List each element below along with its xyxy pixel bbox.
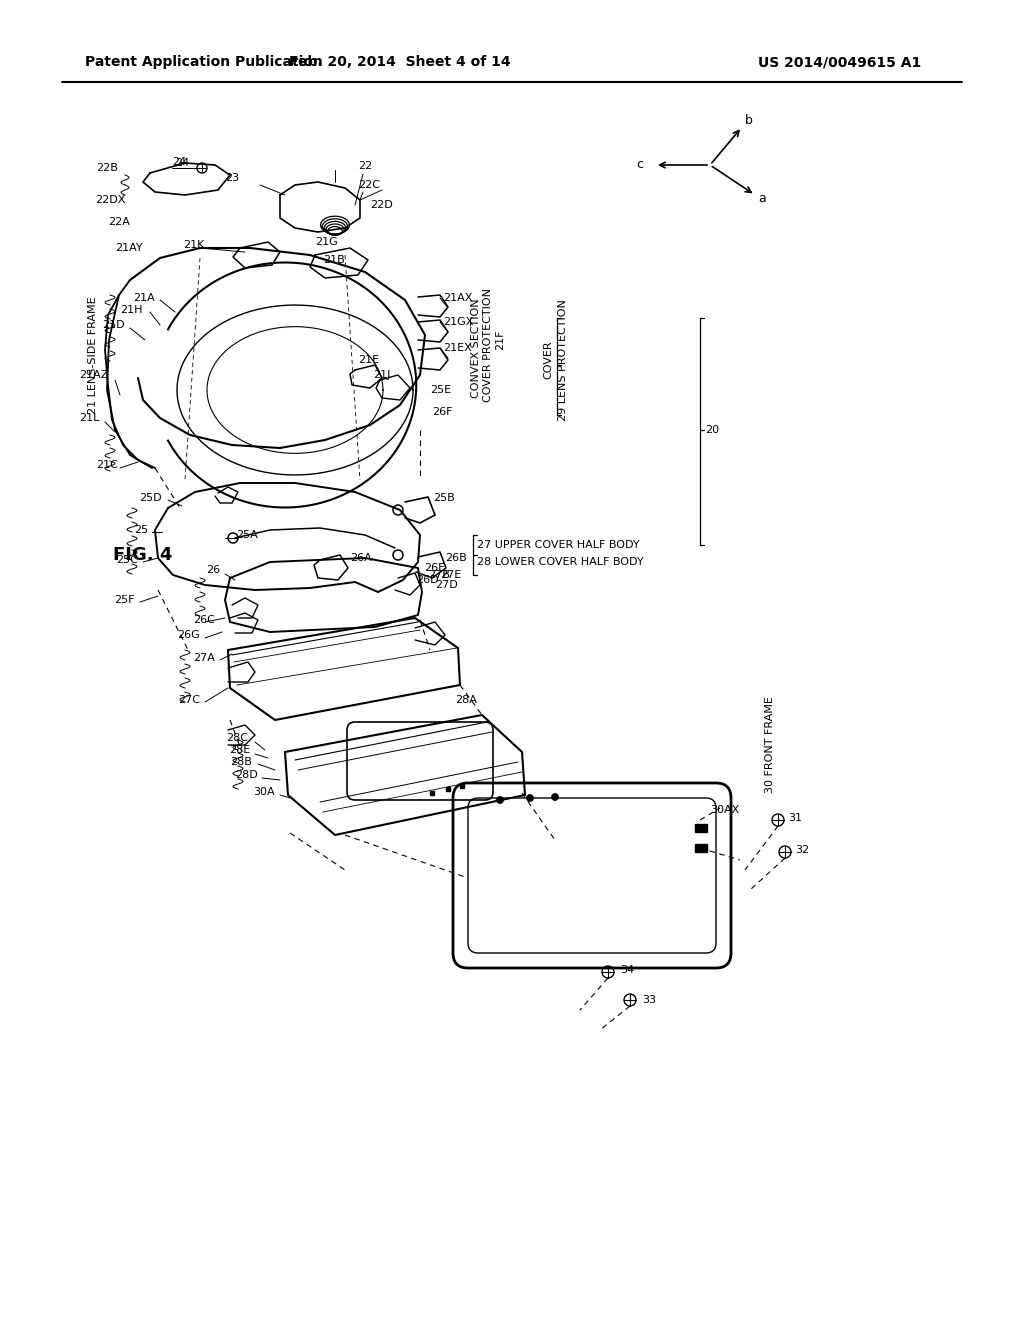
Text: 28D: 28D — [236, 770, 258, 780]
Text: 34: 34 — [620, 965, 634, 975]
Text: 26: 26 — [206, 565, 220, 576]
Text: 21EX: 21EX — [443, 343, 472, 352]
Text: 30AX: 30AX — [710, 805, 739, 814]
Text: FIG. 4: FIG. 4 — [113, 546, 172, 564]
Circle shape — [526, 795, 534, 801]
Text: 21AZ: 21AZ — [79, 370, 108, 380]
Circle shape — [497, 796, 504, 804]
Text: COVER: COVER — [543, 341, 553, 379]
Text: 23: 23 — [225, 173, 240, 183]
Text: 25A: 25A — [237, 531, 258, 540]
Text: 27A: 27A — [194, 653, 215, 663]
Text: US 2014/0049615 A1: US 2014/0049615 A1 — [759, 55, 922, 69]
Text: 28B: 28B — [230, 756, 252, 767]
Text: COVER PROTECTION: COVER PROTECTION — [483, 288, 493, 403]
Text: 21B: 21B — [323, 255, 345, 265]
Text: c: c — [637, 158, 643, 172]
Text: 25B: 25B — [433, 492, 455, 503]
Text: 27E: 27E — [440, 570, 461, 579]
Text: a: a — [758, 191, 766, 205]
Text: 27 UPPER COVER HALF BODY: 27 UPPER COVER HALF BODY — [477, 540, 640, 550]
Circle shape — [552, 793, 558, 800]
Text: 21F: 21F — [495, 330, 505, 350]
Text: 21 LENS-SIDE FRAME: 21 LENS-SIDE FRAME — [88, 296, 98, 413]
Text: 21G: 21G — [315, 238, 338, 247]
Text: 21A: 21A — [133, 293, 155, 304]
Text: 21J: 21J — [373, 370, 390, 380]
Text: 30 FRONT FRAME: 30 FRONT FRAME — [765, 697, 775, 793]
Text: 21D: 21D — [102, 319, 125, 330]
Text: 25E: 25E — [430, 385, 452, 395]
Text: 24: 24 — [172, 157, 186, 168]
Text: 22DX: 22DX — [94, 195, 125, 205]
Text: 25F: 25F — [115, 595, 135, 605]
Text: Feb. 20, 2014  Sheet 4 of 14: Feb. 20, 2014 Sheet 4 of 14 — [289, 55, 511, 69]
Text: b: b — [745, 115, 753, 128]
Text: 21E: 21E — [358, 355, 379, 366]
Text: 31: 31 — [788, 813, 802, 822]
Text: 22D: 22D — [370, 201, 393, 210]
Text: 28E: 28E — [228, 744, 250, 755]
Text: 26G: 26G — [177, 630, 200, 640]
Text: 30A: 30A — [253, 787, 275, 797]
Text: 22A: 22A — [109, 216, 130, 227]
Bar — [695, 843, 707, 851]
Text: 32: 32 — [795, 845, 809, 855]
Text: 20: 20 — [705, 425, 719, 436]
Text: 27D: 27D — [435, 579, 458, 590]
Text: 24: 24 — [175, 158, 189, 168]
Text: 29 LENS PROTECTION: 29 LENS PROTECTION — [558, 300, 568, 421]
Text: CONVEX SECTION: CONVEX SECTION — [471, 298, 481, 397]
Text: 28A: 28A — [455, 696, 477, 705]
Text: 33: 33 — [642, 995, 656, 1005]
Bar — [695, 824, 707, 832]
Text: 26B: 26B — [445, 553, 467, 564]
Text: 25: 25 — [134, 525, 148, 535]
Text: 26E: 26E — [424, 564, 445, 573]
Text: 21GX: 21GX — [443, 317, 473, 327]
Text: 27C: 27C — [178, 696, 200, 705]
Text: 26C: 26C — [194, 615, 215, 624]
Text: Patent Application Publication: Patent Application Publication — [85, 55, 323, 69]
Text: 25D: 25D — [139, 492, 162, 503]
Text: 26D: 26D — [416, 576, 438, 585]
Text: 25C: 25C — [116, 554, 138, 565]
Text: 21H: 21H — [121, 305, 143, 315]
Text: 28C: 28C — [226, 733, 248, 743]
Text: 26F: 26F — [432, 407, 453, 417]
Text: 21C: 21C — [96, 459, 118, 470]
Text: 21L: 21L — [80, 413, 100, 422]
Text: 22: 22 — [358, 161, 373, 172]
Text: 22B: 22B — [96, 162, 118, 173]
Text: 22C: 22C — [358, 180, 380, 190]
Text: 21AY: 21AY — [116, 243, 143, 253]
Text: 26A: 26A — [350, 553, 372, 564]
Text: 28 LOWER COVER HALF BODY: 28 LOWER COVER HALF BODY — [477, 557, 644, 568]
Text: 21K: 21K — [183, 240, 205, 249]
Text: 27B: 27B — [428, 570, 450, 579]
Text: 21AX: 21AX — [443, 293, 472, 304]
